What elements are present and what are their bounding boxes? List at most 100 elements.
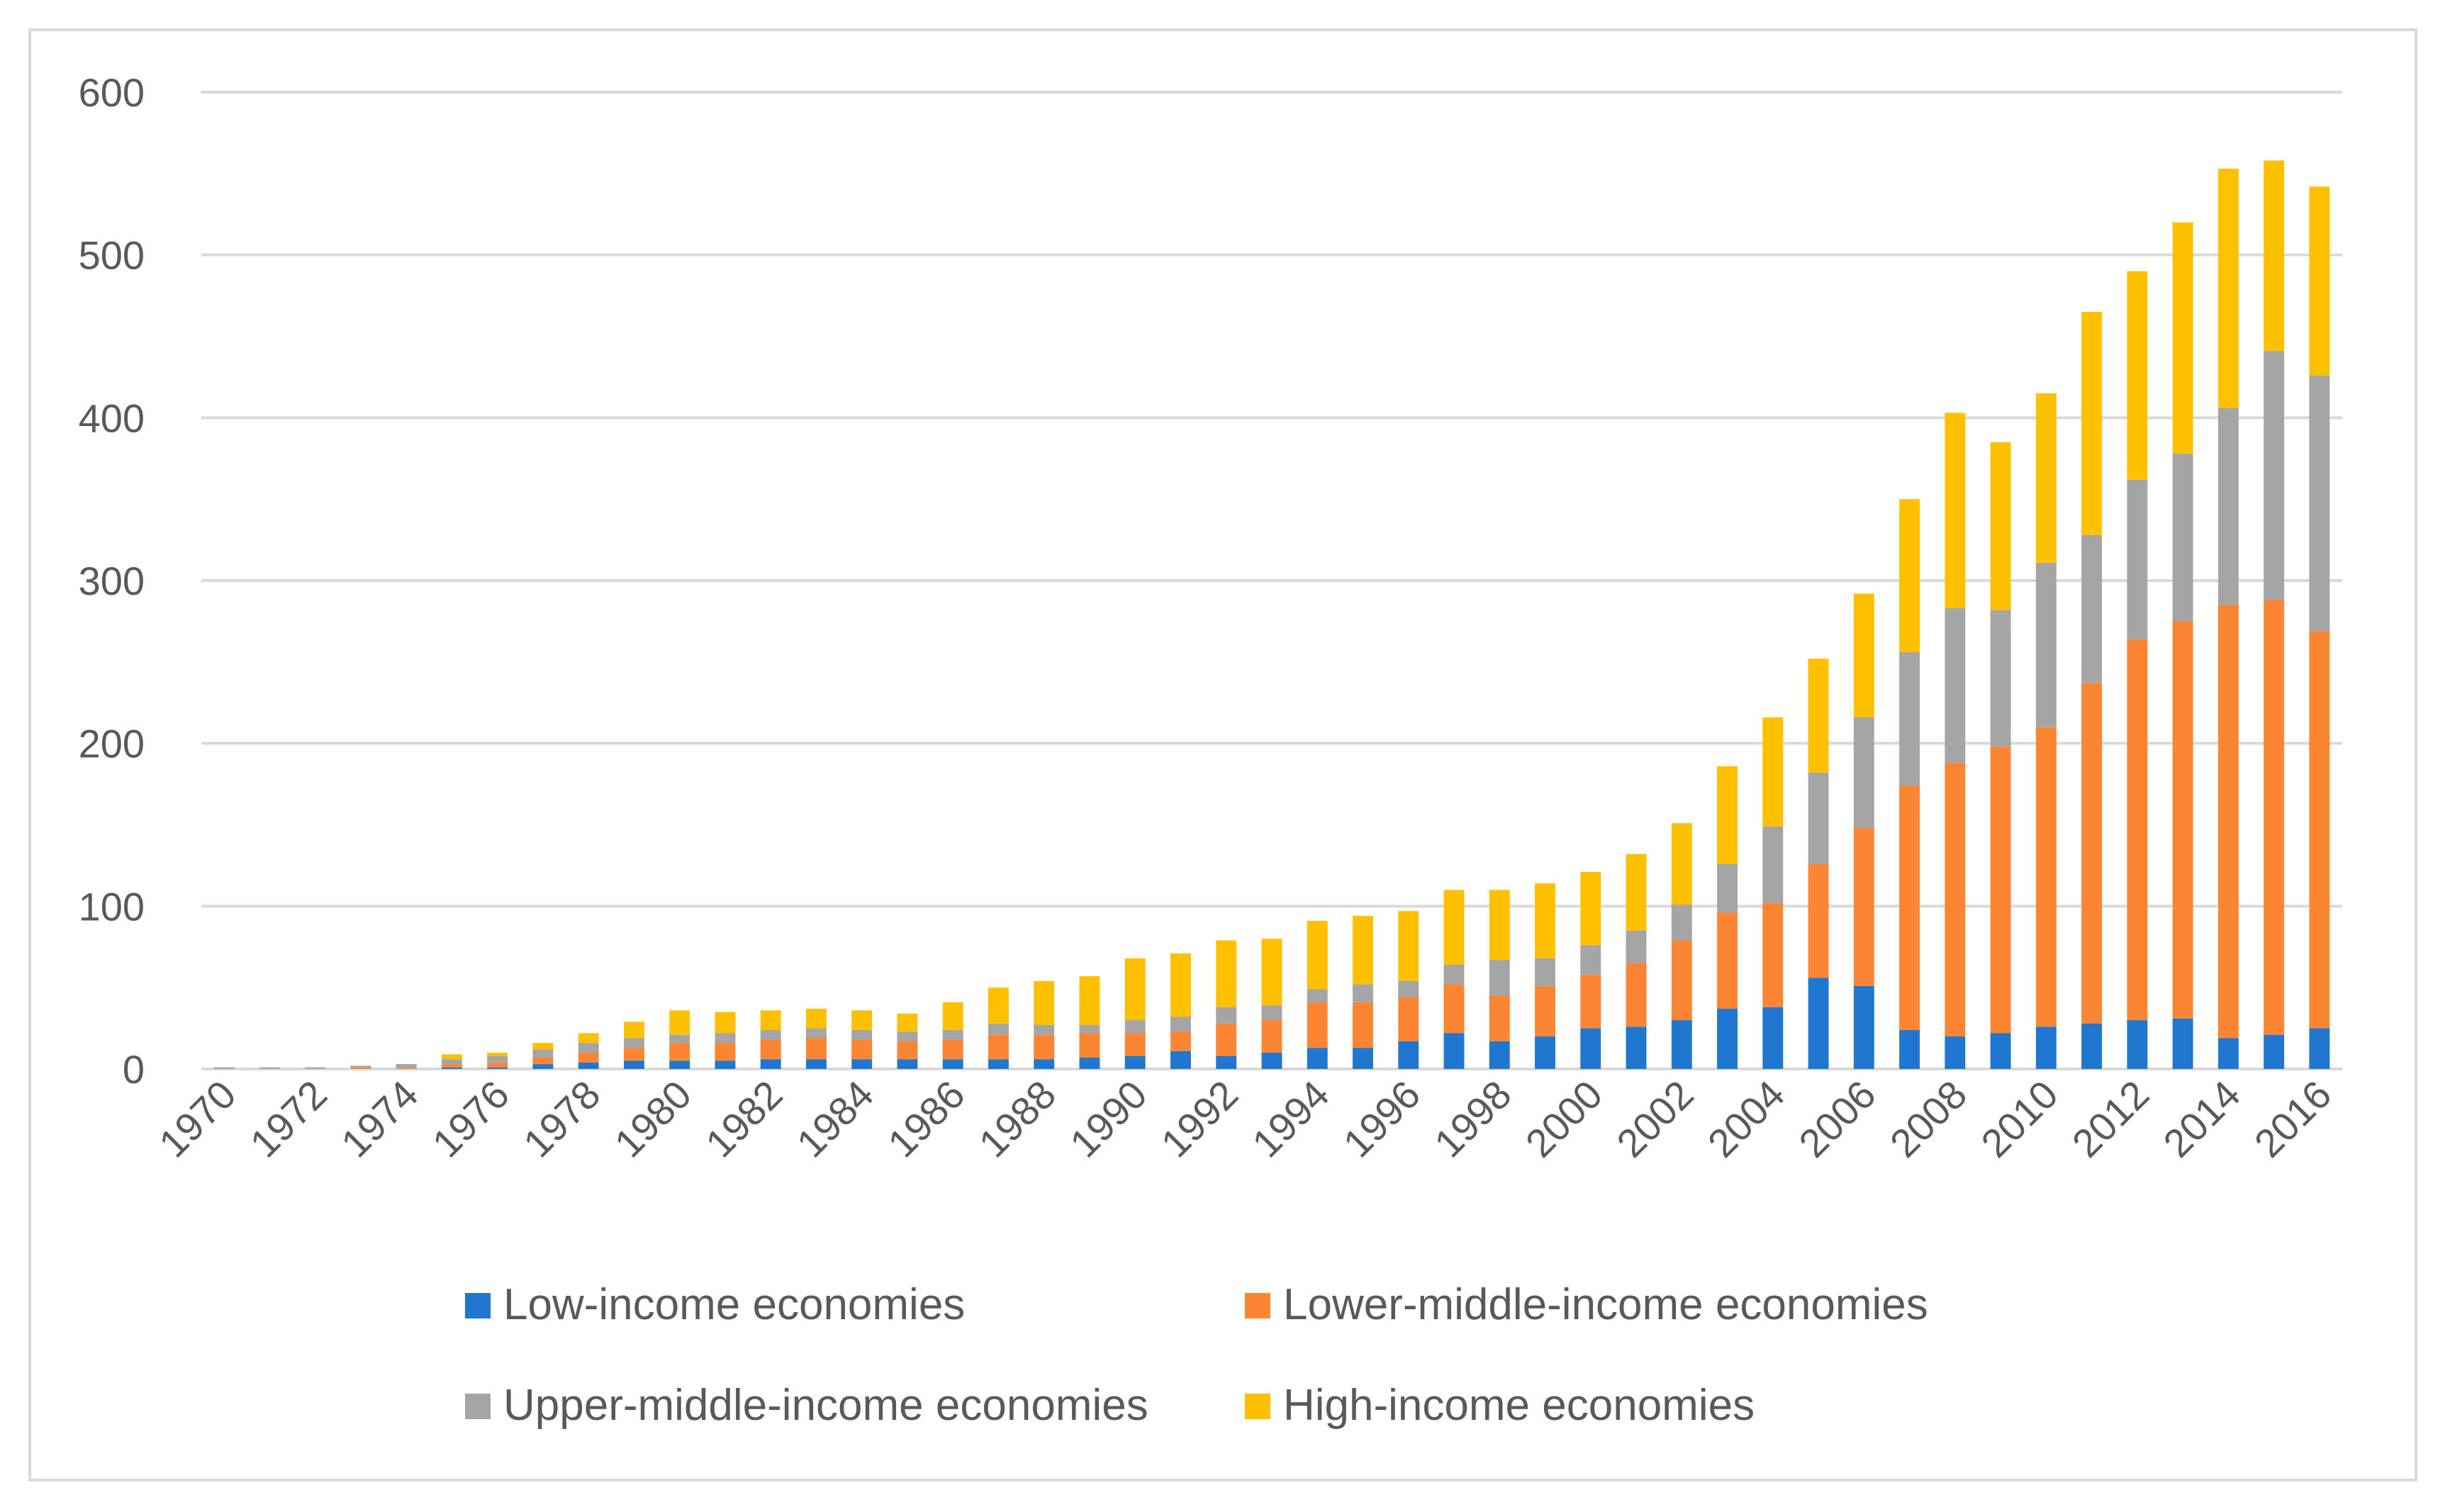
bar-segment-s3-2011 xyxy=(2081,312,2103,535)
bar-segment-s2-1982 xyxy=(760,1029,781,1040)
bar-segment-s2-2007 xyxy=(1899,652,1920,786)
bar-segment-s2-1988 xyxy=(1034,1024,1055,1035)
bar-segment-s0-2013 xyxy=(2172,1018,2193,1069)
bar-segment-s0-1996 xyxy=(1398,1041,1419,1069)
bar-segment-s0-1987 xyxy=(988,1059,1009,1069)
x-tick-label: 2008 xyxy=(1881,1072,1976,1166)
x-tick-label: 2014 xyxy=(2154,1072,2249,1166)
bar-segment-s3-2000 xyxy=(1580,872,1601,946)
bar-segment-s0-1978 xyxy=(578,1062,599,1069)
bar-segment-s1-1978 xyxy=(578,1053,599,1063)
legend: Low-income economies Lower-middle-income… xyxy=(465,1280,1928,1430)
bar-stack-1989 xyxy=(1079,976,1100,1069)
bar-segment-s3-1999 xyxy=(1535,883,1555,958)
y-tick-label: 600 xyxy=(79,70,145,115)
bar-segment-s3-1980 xyxy=(669,1010,690,1035)
y-tick-label: 100 xyxy=(79,884,145,929)
bar-segment-s2-1993 xyxy=(1261,1005,1282,1021)
bar-segment-s2-1994 xyxy=(1307,989,1328,1002)
bar-segment-s1-1994 xyxy=(1307,1002,1328,1048)
x-tick-label: 2004 xyxy=(1699,1072,1794,1166)
bar-segment-s2-2001 xyxy=(1626,930,1647,963)
bar-segment-s3-2010 xyxy=(2035,393,2057,563)
bar-segment-s3-2002 xyxy=(1671,823,1692,905)
bar-segment-s3-1977 xyxy=(532,1043,554,1050)
bar-segment-s0-1985 xyxy=(897,1059,918,1069)
bar-stack-2015 xyxy=(2264,160,2285,1069)
bar-stack-1996 xyxy=(1398,911,1419,1069)
bar-stack-1985 xyxy=(897,1013,918,1069)
bar-segment-s0-1998 xyxy=(1489,1041,1510,1069)
bar-stack-1970 xyxy=(213,1067,235,1069)
bar-stack-1977 xyxy=(532,1043,554,1069)
bar-segment-s3-2005 xyxy=(1808,659,1829,773)
bar-segment-s0-2011 xyxy=(2081,1023,2103,1069)
bar-stack-1979 xyxy=(623,1021,644,1069)
bar-stack-1988 xyxy=(1034,980,1055,1069)
bar-stack-2002 xyxy=(1671,823,1692,1069)
bar-segment-s2-2004 xyxy=(1762,826,1784,903)
bar-segment-s2-1990 xyxy=(1124,1020,1146,1034)
bar-segment-s3-2004 xyxy=(1762,717,1784,827)
bar-segment-s0-1995 xyxy=(1353,1048,1373,1069)
bar-stack-1991 xyxy=(1170,953,1191,1069)
bar-segment-s2-1973 xyxy=(350,1065,371,1068)
bar-segment-s3-1998 xyxy=(1489,890,1510,961)
bar-segment-s1-2016 xyxy=(2309,631,2330,1029)
bar-segment-s0-1988 xyxy=(1034,1059,1055,1069)
bar-segment-s2-1984 xyxy=(851,1029,873,1040)
bar-segment-s2-1986 xyxy=(942,1029,963,1040)
bar-segment-s0-2001 xyxy=(1626,1026,1647,1069)
bar-segment-s2-1992 xyxy=(1216,1007,1237,1024)
bar-segment-s1-1973 xyxy=(350,1067,371,1069)
bar-segment-s0-2002 xyxy=(1671,1020,1692,1069)
bar-stack-2001 xyxy=(1626,853,1647,1069)
bar-stack-2010 xyxy=(2035,393,2057,1069)
bar-segment-s3-2007 xyxy=(1899,499,1920,653)
bar-stack-1975 xyxy=(441,1054,462,1069)
bar-segment-s0-2014 xyxy=(2217,1038,2239,1069)
bar-segment-s1-1974 xyxy=(396,1067,417,1069)
bar-segment-s3-1990 xyxy=(1124,958,1146,1021)
bar-segment-s3-1997 xyxy=(1443,890,1465,965)
bar-segment-s0-2003 xyxy=(1717,1009,1738,1069)
bar-segment-s1-2008 xyxy=(1945,763,1966,1037)
x-tick-label: 1974 xyxy=(332,1072,427,1166)
bar-segment-s3-2008 xyxy=(1945,413,1966,609)
bar-segment-s2-2014 xyxy=(2217,408,2239,605)
bar-segment-s0-1976 xyxy=(487,1067,508,1069)
bar-segment-s1-1988 xyxy=(1034,1034,1055,1060)
bar-segment-s2-1999 xyxy=(1535,958,1555,986)
bar-segment-s3-2001 xyxy=(1626,853,1647,931)
bar-segment-s2-1971 xyxy=(259,1067,280,1069)
x-tick-label: 1976 xyxy=(424,1072,518,1166)
x-tick-label: 2012 xyxy=(2064,1072,2158,1166)
bar-segment-s2-1977 xyxy=(532,1049,554,1058)
bar-segment-s2-2006 xyxy=(1853,717,1874,829)
bar-segment-s0-1991 xyxy=(1170,1051,1191,1069)
bar-segment-s2-2016 xyxy=(2309,375,2330,632)
bar-segment-s2-1985 xyxy=(897,1031,918,1041)
bar-stack-2004 xyxy=(1762,717,1784,1069)
bar-stack-2000 xyxy=(1580,872,1601,1069)
legend-swatch-low-income xyxy=(465,1293,491,1318)
stacked-bar-chart: 1970197219741976197819801982198419861988… xyxy=(79,70,2342,1430)
x-tick-label: 1994 xyxy=(1243,1072,1338,1166)
bar-segment-s1-1980 xyxy=(669,1043,690,1061)
bar-segment-s2-1975 xyxy=(441,1059,462,1065)
bar-segment-s1-2010 xyxy=(2035,727,2057,1027)
x-tick-label: 2006 xyxy=(1790,1072,1884,1166)
bar-segment-s0-2004 xyxy=(1762,1007,1784,1069)
bar-segment-s2-2008 xyxy=(1945,608,1966,763)
bar-segment-s0-1992 xyxy=(1216,1055,1237,1069)
bar-segment-s3-1981 xyxy=(715,1012,736,1034)
bar-segment-s2-2013 xyxy=(2172,453,2193,622)
bar-segment-s3-2006 xyxy=(1853,593,1874,717)
y-tick-label: 0 xyxy=(123,1047,145,1092)
x-tick-label: 1988 xyxy=(971,1072,1065,1166)
legend-label-upper-middle-income: Upper-middle-income economies xyxy=(503,1381,1148,1430)
bar-segment-s0-2006 xyxy=(1853,985,1874,1069)
bar-segment-s1-1992 xyxy=(1216,1023,1237,1056)
bar-stack-1998 xyxy=(1489,890,1510,1069)
bar-segment-s3-1987 xyxy=(988,987,1009,1024)
